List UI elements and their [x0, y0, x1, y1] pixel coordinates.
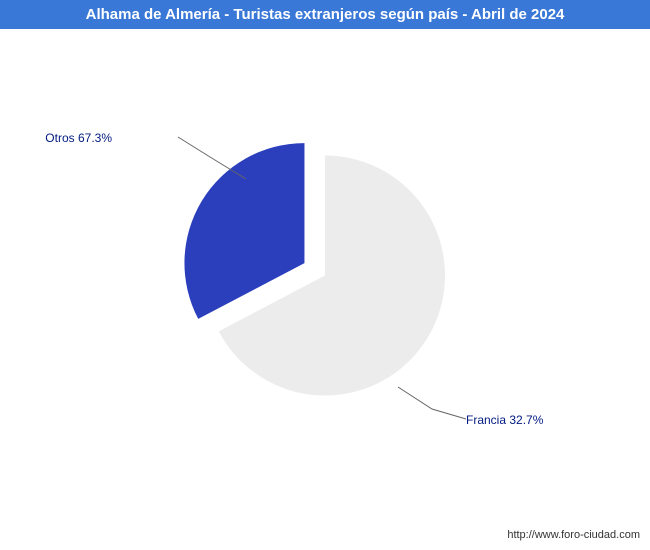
chart-title-bar: Alhama de Almería - Turistas extranjeros… — [0, 0, 650, 29]
leader-lines — [0, 29, 650, 547]
source-credit: http://www.foro-ciudad.com — [507, 529, 640, 541]
chart-area: Otros 67.3% Francia 32.7% http://www.foro… — [0, 29, 650, 547]
slice-label-francia: Francia 32.7% — [466, 413, 543, 427]
leader-line-francia — [398, 387, 466, 419]
slice-label-otros: Otros 67.3% — [45, 131, 112, 145]
chart-title: Alhama de Almería - Turistas extranjeros… — [86, 6, 565, 23]
leader-line-otros — [178, 137, 246, 179]
